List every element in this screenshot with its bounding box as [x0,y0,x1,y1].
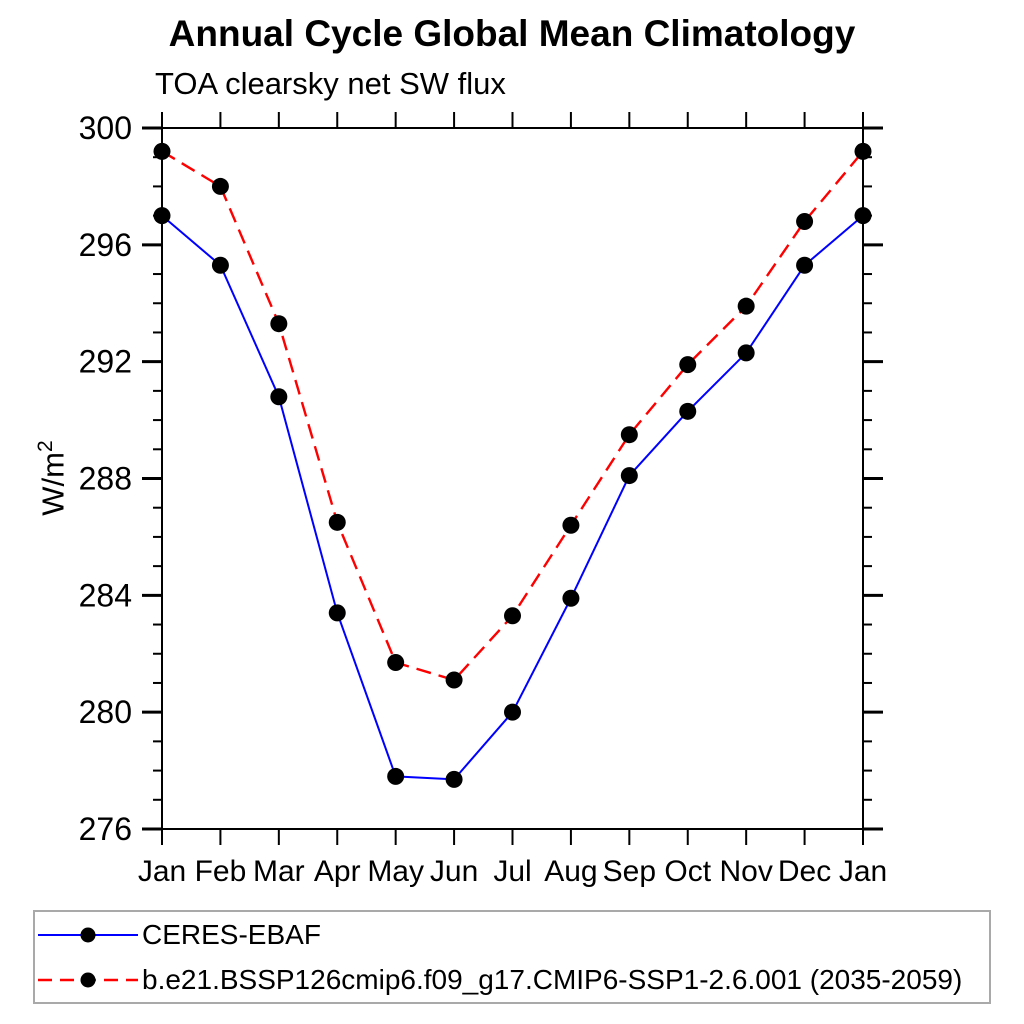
data-point-1 [620,426,638,444]
legend-label: b.e21.BSSP126cmip6.f09_g17.CMIP6-SSP1-2.… [142,963,963,995]
data-point-1 [211,177,229,195]
x-tick-label: Jan [839,855,887,888]
chart-title: Annual Cycle Global Mean Climatology [168,13,856,54]
data-point-1 [854,142,872,160]
y-tick-label: 296 [79,227,132,263]
series-line-1 [161,150,864,682]
y-tick-label: 288 [79,461,132,497]
x-tick-label: Jun [430,855,478,888]
data-point-0 [679,402,697,420]
data-point-0 [737,344,755,362]
data-point-1 [679,356,697,374]
data-point-1 [737,297,755,315]
data-point-1 [796,212,814,230]
data-point-1 [270,315,288,333]
data-point-0 [387,767,405,785]
data-point-0 [211,256,229,274]
legend-item: b.e21.BSSP126cmip6.f09_g17.CMIP6-SSP1-2.… [35,957,989,1002]
x-tick-label: Jul [493,855,531,888]
chart-subtitle: TOA clearsky net SW flux [155,66,506,101]
x-tick-label: Jan [138,855,186,888]
data-point-1 [504,607,521,625]
data-point-0 [153,207,171,225]
axis-frame [161,127,864,830]
legend-label: CERES-EBAF [142,918,321,950]
x-tick-label: Mar [253,855,305,888]
data-point-1 [328,513,346,531]
y-tick-label: 292 [79,344,132,380]
legend-box: CERES-EBAF b.e21.BSSP126cmip6.f09_g17.CM… [33,910,991,1004]
data-point-0 [328,604,346,622]
x-tick-label: Apr [314,855,361,888]
x-tick-label: Aug [544,855,597,888]
x-tick-label: Feb [195,855,247,888]
y-tick-label: 276 [79,811,132,847]
x-tick-label: Dec [778,855,831,888]
data-point-0 [270,388,288,406]
y-tick-label: 284 [79,577,132,613]
data-point-1 [387,654,405,672]
data-point-0 [445,770,463,788]
legend-item: CERES-EBAF [35,912,989,957]
data-point-1 [445,671,463,689]
y-axis-label: W/m2 [34,368,70,588]
data-point-0 [504,703,521,721]
y-tick-label: 280 [79,694,132,730]
series-line-0 [161,214,864,781]
y-axis-label-base: W/m [35,452,71,516]
x-tick-label: Nov [719,855,772,888]
y-tick-label: 300 [79,110,132,146]
data-point-1 [562,516,580,534]
x-tick-label: Oct [664,855,711,888]
x-tick-label: Sep [603,855,656,888]
data-point-0 [854,207,872,225]
legend-line-sample-icon [38,927,138,942]
legend-line-sample-icon [38,972,138,987]
data-point-0 [562,589,580,607]
data-point-0 [620,467,638,485]
y-axis-label-exponent: 2 [34,440,57,452]
data-point-0 [796,256,814,274]
data-point-1 [153,142,171,160]
x-tick-label: May [367,855,424,888]
